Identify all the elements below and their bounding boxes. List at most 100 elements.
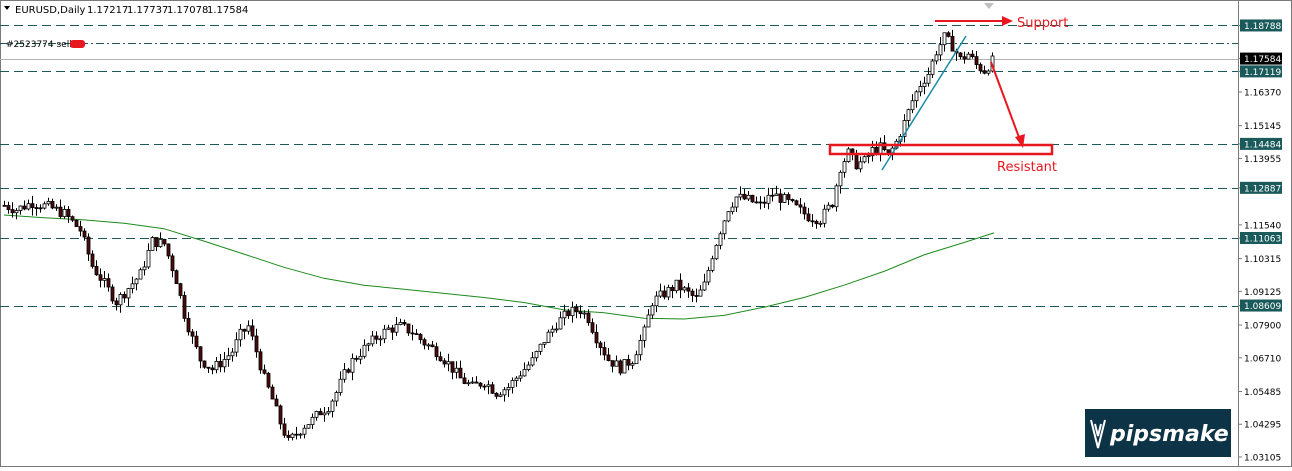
candle [238, 324, 243, 347]
candle [414, 329, 419, 336]
chart-menu-icon[interactable] [4, 6, 10, 10]
candle-body [422, 339, 427, 346]
candle [346, 367, 351, 374]
candle-body [490, 384, 495, 394]
candle-body [14, 210, 19, 214]
candle [250, 319, 255, 341]
candle-body [274, 398, 279, 407]
candle-body [494, 392, 499, 397]
candle [270, 384, 275, 400]
candle-body [354, 357, 359, 360]
candle [942, 32, 947, 52]
candle [162, 238, 167, 247]
scroll-marker-icon[interactable] [984, 3, 994, 9]
candle [306, 424, 311, 429]
candle-body [18, 205, 23, 211]
order-close-button[interactable] [70, 40, 85, 48]
candle-body [518, 375, 523, 379]
y-tick-label: 1.18788 [1244, 22, 1281, 32]
candle [390, 324, 395, 340]
candle-body [622, 359, 627, 374]
candle [446, 353, 451, 372]
candle [478, 382, 483, 389]
candle [322, 407, 327, 422]
candle [110, 284, 115, 304]
candle-body [178, 283, 183, 296]
candle [566, 308, 571, 319]
candle [294, 426, 299, 440]
candle-body [66, 208, 71, 218]
y-tick-label: 1.10315 [1244, 255, 1281, 265]
candle-body [62, 208, 67, 217]
candle [502, 387, 507, 402]
candle-body [186, 317, 191, 333]
candle [406, 323, 411, 336]
candle-body [834, 185, 839, 208]
candle-body [694, 295, 699, 297]
candle [554, 322, 559, 333]
candle-body [58, 206, 63, 217]
candle [86, 233, 91, 261]
candle [606, 348, 611, 362]
candle [118, 292, 123, 313]
resistant-zone[interactable] [828, 143, 1054, 156]
candle-body [346, 369, 351, 373]
candle [410, 324, 415, 341]
level-price-tag [1240, 137, 1282, 150]
candle-body [930, 60, 935, 75]
candle-body [542, 342, 547, 345]
candle-body [302, 427, 307, 435]
candle-body [218, 360, 223, 368]
candle-body [682, 287, 687, 291]
y-tick-label: 1.17584 [1244, 55, 1281, 65]
candle-body [418, 333, 423, 341]
candle [722, 220, 727, 240]
candle-body [730, 206, 735, 213]
candle-body [774, 193, 779, 196]
candle [114, 297, 119, 311]
candle-body [610, 360, 615, 367]
candle-body [854, 152, 859, 170]
candle-body [822, 208, 827, 224]
candle [78, 220, 83, 237]
trendline[interactable] [881, 35, 967, 171]
candle-body [702, 281, 707, 291]
resistant-arrow[interactable] [990, 61, 1021, 141]
candle [498, 392, 503, 398]
candlesticks [2, 29, 995, 441]
candle [806, 207, 811, 223]
candle [494, 392, 499, 400]
header-high: 1.17737 [127, 5, 168, 16]
candle [922, 76, 927, 95]
candle-body [790, 199, 795, 202]
candle [666, 284, 671, 301]
y-tick-label: 1.15145 [1244, 122, 1281, 132]
candle-body [910, 100, 915, 111]
candle [598, 340, 603, 356]
candle [842, 158, 847, 178]
candle-body [602, 347, 607, 356]
candle [938, 36, 943, 61]
candle-body [70, 216, 75, 221]
candle [206, 366, 211, 373]
candle-body [482, 385, 487, 388]
candle-body [478, 382, 483, 387]
header-low: 1.17078 [167, 5, 208, 16]
candle-body [674, 279, 679, 292]
candle-body [370, 335, 375, 345]
price-axis[interactable]: 1.18788 1.17584 1.17119 1.16370 1.15145 1.144… [1238, 19, 1282, 463]
y-tick-label: 1.13955 [1244, 155, 1281, 165]
candle [338, 371, 343, 396]
candle [486, 380, 491, 395]
y-tick-label: 1.06710 [1244, 354, 1281, 364]
candle [558, 311, 563, 330]
candle [94, 260, 99, 276]
pipsmake-logo: pipsmake [1085, 409, 1231, 457]
candle-body [202, 360, 207, 368]
candle [510, 377, 515, 394]
y-tick-label: 1.11063 [1244, 235, 1281, 245]
candle [58, 199, 63, 219]
candle-body [306, 424, 311, 429]
candle-body [142, 266, 147, 271]
